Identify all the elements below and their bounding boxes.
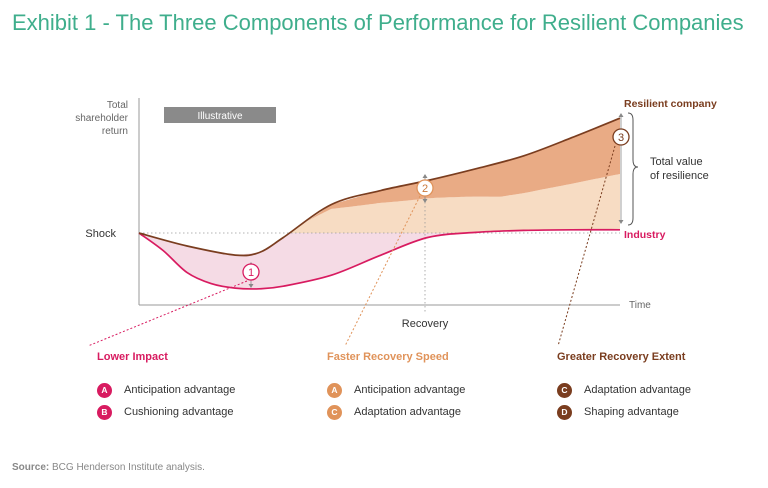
- legend-badge-a: A: [327, 382, 342, 398]
- legend-badge-c: C: [557, 382, 572, 398]
- source-note: Source: BCG Henderson Institute analysis…: [12, 462, 205, 473]
- component-3-marker-label: 3: [618, 132, 624, 144]
- recovery-extent-shaded-area: [139, 118, 620, 256]
- faster-recovery-speed-heading: Faster Recovery Speed: [327, 351, 449, 363]
- legend-item: A Anticipation advantage: [97, 379, 235, 401]
- faster-recovery-speed-legend: Faster Recovery Speed A Anticipation adv…: [327, 351, 465, 423]
- source-label: Source:: [12, 462, 50, 473]
- component-1-leader-line: [87, 280, 248, 347]
- y-axis-label-line-2: shareholder: [75, 113, 128, 124]
- y-axis-label-line-3: return: [102, 126, 128, 137]
- component-3-marker: 3: [612, 128, 630, 146]
- legend-badge-b: B: [97, 404, 112, 420]
- x-axis-label: Time: [629, 300, 651, 311]
- component-2-marker: 2: [416, 179, 434, 197]
- legend-item-label: Anticipation advantage: [354, 384, 466, 396]
- legend-item-label: Shaping advantage: [584, 406, 679, 418]
- industry-shaded-area: [139, 229, 620, 289]
- legend-item: C Adaptation advantage: [557, 379, 691, 401]
- total-value-label-line-2: of resilience: [650, 170, 709, 182]
- component-2-marker-label: 2: [422, 183, 428, 195]
- chart-title: Exhibit 1 - The Three Components of Perf…: [12, 10, 744, 35]
- recovery-speed-shaded-area: [139, 174, 620, 256]
- resilient-company-series-label: Resilient company: [624, 98, 717, 110]
- lower-impact-legend: Lower Impact A Anticipation advantage B …: [97, 351, 235, 423]
- legend-item-label: Adaptation advantage: [354, 406, 462, 418]
- greater-recovery-extent-legend: Greater Recovery Extent C Adaptation adv…: [557, 351, 691, 423]
- greater-recovery-extent-heading: Greater Recovery Extent: [557, 351, 686, 363]
- legend-item: A Anticipation advantage: [327, 379, 465, 401]
- resilient-company-series-line: [138, 117, 621, 257]
- industry-series-line: [138, 228, 621, 290]
- legend-item-label: Adaptation advantage: [584, 384, 692, 396]
- illustrative-tag: [164, 107, 276, 123]
- shock-label: Shock: [85, 228, 116, 240]
- legend-badge-a: A: [97, 382, 112, 398]
- legend-item: B Cushioning advantage: [97, 401, 235, 423]
- legend-badge-c: C: [327, 404, 342, 420]
- total-value-bracket: [627, 112, 639, 226]
- legend-item-label: Anticipation advantage: [124, 384, 236, 396]
- legend-item: C Adaptation advantage: [327, 401, 465, 423]
- component-1-marker: 1: [242, 263, 260, 281]
- legend-item: D Shaping advantage: [557, 401, 691, 423]
- component-3-leader-line: [557, 145, 616, 347]
- y-axis-label-line-1: Total: [107, 100, 128, 111]
- legend-item-label: Cushioning advantage: [124, 406, 234, 418]
- component-1-marker-label: 1: [248, 267, 254, 279]
- total-value-label-line-1: Total value: [650, 156, 703, 168]
- legend-badge-d: D: [557, 404, 572, 420]
- industry-series-label: Industry: [624, 229, 666, 241]
- source-text: BCG Henderson Institute analysis.: [49, 462, 205, 473]
- illustrative-tag-label: Illustrative: [197, 111, 242, 122]
- lower-impact-heading: Lower Impact: [97, 351, 168, 363]
- recovery-label: Recovery: [402, 318, 449, 330]
